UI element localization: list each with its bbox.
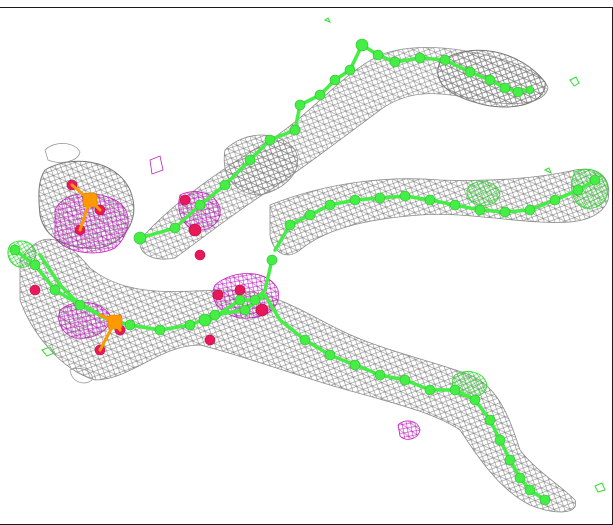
molecular-density-render (7, 17, 610, 513)
green-speck-4 (594, 482, 606, 493)
chain-left (38, 253, 102, 317)
magenta-speck-top (149, 155, 164, 175)
atoms (9, 38, 601, 506)
mesh-stray-topleft (44, 143, 81, 163)
green-density-mid (466, 181, 501, 206)
green-speck-3 (41, 346, 55, 357)
magenta-speck-bottom (397, 420, 421, 440)
mesh-lower-strand (19, 238, 576, 513)
frame-top-line (0, 7, 613, 8)
density-mesh (19, 47, 610, 513)
carbon-atoms (9, 38, 601, 506)
green-speck-5 (323, 17, 332, 23)
mesh-stray-bottom (69, 367, 93, 384)
green-speck-1 (569, 76, 580, 87)
green-speck-2 (543, 167, 552, 175)
phosphate-bonds (70, 183, 122, 352)
mesh-upper-fragment (223, 134, 298, 196)
mesh-middle-strand (269, 168, 610, 256)
